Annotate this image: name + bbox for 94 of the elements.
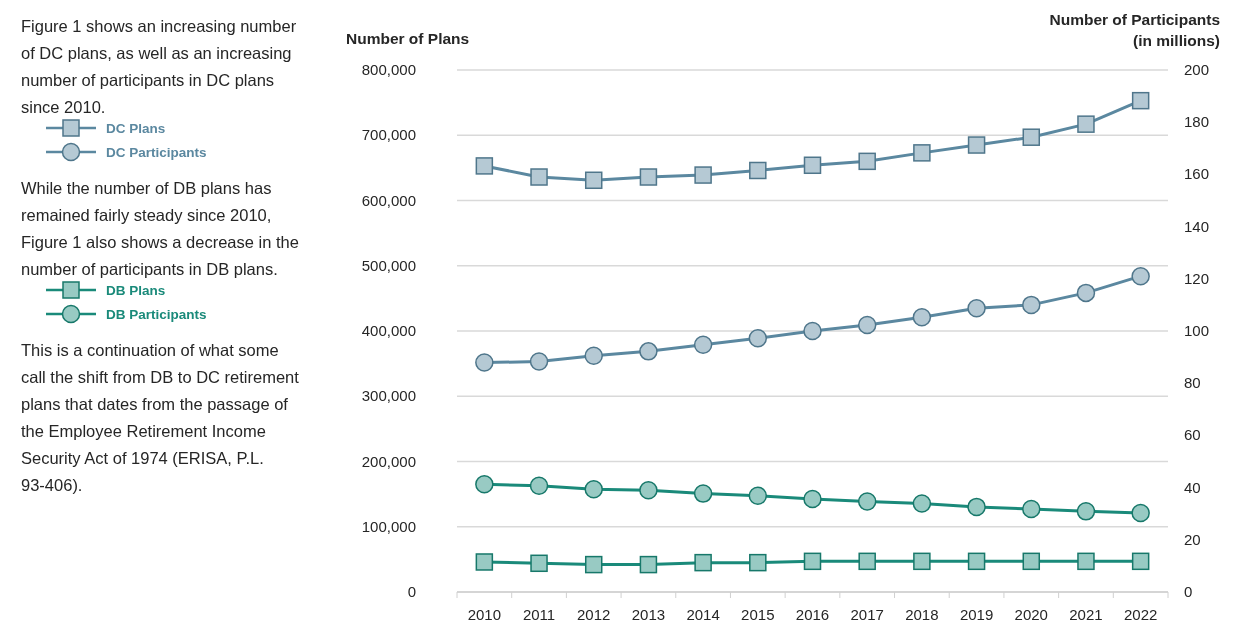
caption: Figure 1 shows an increasing number of DC plans, as well as an increasing number of participants in DC plans since 2010. xyxy=(21,17,297,116)
point xyxy=(748,486,768,505)
point xyxy=(1077,115,1095,133)
point xyxy=(858,152,876,171)
text: This is a continuation of what some call the shift from DB to DC retirement plans that dates from the passage of the Employee Retirement Income Security Act of 1974 (ERISA, P.L. 93-406). xyxy=(21,341,300,494)
point xyxy=(1022,499,1041,519)
point xyxy=(530,168,548,186)
y-tick-label: 100,000 xyxy=(361,517,416,535)
point xyxy=(967,552,986,571)
point xyxy=(475,353,494,372)
point xyxy=(529,352,549,371)
point xyxy=(803,321,822,341)
y-tick-label: 500,000 xyxy=(361,256,416,274)
point xyxy=(584,479,603,499)
point xyxy=(913,144,931,162)
y2-tick-label: 100 xyxy=(1184,322,1210,339)
y2-tick-label: 40 xyxy=(1184,478,1201,496)
point xyxy=(1022,552,1041,571)
y-tick-label: 300,000 xyxy=(361,387,416,405)
point xyxy=(967,497,986,517)
y2-tick-label: 20 xyxy=(1184,530,1201,548)
y2-tick-label: 120 xyxy=(1184,269,1210,287)
y2-tick-label: 0 xyxy=(1184,583,1193,600)
legend-label: DB Plans xyxy=(106,283,166,298)
point xyxy=(1131,503,1150,523)
point xyxy=(912,494,932,513)
point xyxy=(1022,128,1041,146)
x-tick-label: 2016 xyxy=(795,606,830,623)
x-tick-label: 2015 xyxy=(741,606,775,623)
legend-label: DB Participants xyxy=(106,307,207,322)
point xyxy=(475,157,494,175)
y2-axis-title: Number of Participants (in millions) xyxy=(1049,11,1220,49)
point xyxy=(584,555,603,574)
point xyxy=(913,552,931,571)
point xyxy=(1022,295,1041,315)
x-tick-label: 2019 xyxy=(959,606,994,623)
point xyxy=(639,168,658,186)
point xyxy=(1131,91,1150,110)
point xyxy=(639,480,658,500)
point xyxy=(1131,552,1150,571)
y2-tick-label: 180 xyxy=(1184,113,1210,131)
x-tick-label: 2020 xyxy=(1014,606,1048,623)
point xyxy=(803,489,822,509)
point xyxy=(1076,283,1096,303)
point xyxy=(693,484,713,503)
point xyxy=(693,335,713,355)
point xyxy=(584,171,603,190)
point xyxy=(749,161,767,180)
x-tick-label: 2018 xyxy=(905,606,939,623)
point xyxy=(857,315,877,335)
y-axis-title: Number of Plans xyxy=(346,30,470,47)
y2-tick-label: 80 xyxy=(1184,374,1201,392)
y2-tick-label: 60 xyxy=(1184,426,1201,444)
text: While the number of DB plans has remained fairly steady since 2010, Figure 1 also shows a decrease in the number of participants in DB plans. xyxy=(21,179,299,278)
y-tick-label: 0 xyxy=(407,583,416,600)
point xyxy=(1131,266,1150,286)
x-tick-label: 2013 xyxy=(631,606,666,623)
y-tick-label: 400,000 xyxy=(361,322,416,339)
y2-tick-label: 140 xyxy=(1184,217,1210,235)
x-tick-label: 2014 xyxy=(686,606,720,623)
point xyxy=(967,136,986,154)
y-tick-label: 200,000 xyxy=(361,452,416,470)
point xyxy=(694,553,712,572)
x-tick-label: 2021 xyxy=(1069,606,1103,623)
point xyxy=(530,554,548,573)
point xyxy=(694,166,712,184)
y-tick-label: 700,000 xyxy=(361,126,416,144)
y2-tick-label: 200 xyxy=(1184,61,1210,78)
point xyxy=(912,307,932,327)
point xyxy=(803,156,822,175)
y-tick-label: 800,000 xyxy=(361,61,416,78)
point xyxy=(584,346,603,366)
point xyxy=(529,476,549,496)
point xyxy=(803,552,822,571)
x-tick-label: 2011 xyxy=(522,606,556,623)
y2-tick-label: 160 xyxy=(1184,165,1210,183)
point xyxy=(749,553,767,572)
x-tick-label: 2022 xyxy=(1123,606,1158,623)
x-tick-label: 2017 xyxy=(850,606,884,623)
point xyxy=(639,342,658,361)
point xyxy=(858,552,876,571)
point xyxy=(475,474,494,494)
point xyxy=(857,492,877,511)
y-tick-label: 600,000 xyxy=(361,191,416,209)
point xyxy=(475,553,494,571)
x-tick-label: 2010 xyxy=(467,606,502,623)
point xyxy=(639,555,658,574)
point xyxy=(1076,502,1096,521)
point xyxy=(1077,552,1095,571)
x-tick-label: 2012 xyxy=(577,606,611,623)
legend-label: DC Participants xyxy=(106,145,207,160)
legend-label: DC Plans xyxy=(106,121,166,136)
point xyxy=(748,329,768,348)
point xyxy=(967,299,986,318)
